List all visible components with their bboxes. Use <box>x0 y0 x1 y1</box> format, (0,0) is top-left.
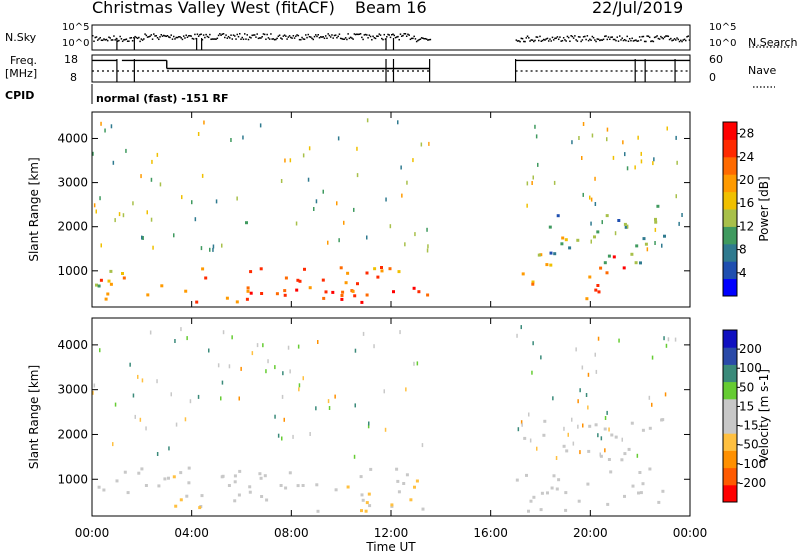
power-colorbar-tick-label: 12 <box>739 219 754 233</box>
xtick-label: 00:00 <box>75 526 110 540</box>
nsky-tick-bottom: 10^0 <box>62 38 90 49</box>
power-colorbar-tick-label: 8 <box>739 243 747 257</box>
power-colorbar-frame <box>722 121 738 297</box>
velocity-ytick-label: 2000 <box>57 427 88 441</box>
velocity-colorbar-tick-label: -100 <box>739 457 766 471</box>
power-ytick-label: 4000 <box>57 131 88 145</box>
power-colorbar-tick-label: 28 <box>739 127 754 141</box>
x-axis-label: Time UT <box>365 540 416 554</box>
velocity-colorbar-tick-label: 100 <box>739 361 762 375</box>
cpid-label: CPID <box>5 89 35 102</box>
velocity-panel-frame <box>91 317 691 517</box>
freq-tick-bottom: 8 <box>70 71 77 84</box>
power-panel-frame <box>91 111 691 308</box>
power-data-gap <box>429 113 516 306</box>
noise-panel-frame <box>91 24 691 51</box>
xtick-label: 08:00 <box>274 526 309 540</box>
power-colorbar <box>723 122 737 297</box>
velocity-ytick-label: 3000 <box>57 383 88 397</box>
nave-tick-bottom: 0 <box>709 71 716 84</box>
xtick-label: 00:00 <box>673 526 708 540</box>
beam-title: Beam 16 <box>355 0 427 17</box>
velocity-colorbar-tick-label: -15 <box>739 419 759 433</box>
cpid-text: normal (fast) -151 RF <box>96 92 229 105</box>
freq-tick-top: 18 <box>64 53 78 66</box>
station-title: Christmas Valley West (fitACF) <box>92 0 335 17</box>
nave-label: Nave <box>748 64 777 77</box>
frequency-trace <box>92 59 690 70</box>
velocity-colorbar-label: Velocity [m s-1] <box>757 369 771 463</box>
power-colorbar-tick-label: 4 <box>739 266 747 280</box>
nsky-label: N.Sky <box>5 31 37 44</box>
nave-tick-top: 60 <box>709 53 723 66</box>
velocity-ytick-label: 1000 <box>57 472 88 486</box>
power-colorbar-label: Power [dB] <box>757 176 771 241</box>
velocity-colorbar-tick-label: -50 <box>739 438 759 452</box>
velocity-ytick-label: 4000 <box>57 338 88 352</box>
date-title: 22/Jul/2019 <box>592 0 684 17</box>
freq-unit-label: [MHz] <box>5 67 38 80</box>
power-colorbar-tick-label: 24 <box>739 150 754 164</box>
xtick-label: 04:00 <box>174 526 209 540</box>
velocity-colorbar <box>723 330 737 503</box>
freq-panel-frame <box>91 54 691 83</box>
velocity-colorbar-tick-label: 15 <box>739 399 754 413</box>
nsearch-tick-bottom: 10^0 <box>709 38 737 49</box>
xtick-label: 12:00 <box>374 526 409 540</box>
power-colorbar-tick-label: 20 <box>739 173 754 187</box>
power-ytick-label: 3000 <box>57 176 88 190</box>
noise-trace <box>92 33 691 43</box>
velocity-colorbar-tick-label: 200 <box>739 342 762 356</box>
nsearch-tick-top: 10^5 <box>709 22 737 33</box>
xtick-label: 16:00 <box>473 526 508 540</box>
velocity-echoes <box>92 325 677 513</box>
power-ylabel: Slant Range [km] <box>27 157 41 261</box>
power-ytick-label: 1000 <box>57 264 88 278</box>
velocity-colorbar-tick-label: -200 <box>739 476 766 490</box>
velocity-data-gap <box>429 319 516 515</box>
nsearch-label: N.Search <box>748 36 798 49</box>
xtick-label: 20:00 <box>573 526 608 540</box>
power-colorbar-tick-label: 16 <box>739 196 754 210</box>
power-ytick-label: 2000 <box>57 220 88 234</box>
freq-label: Freq. <box>10 54 38 67</box>
power-echoes <box>92 118 683 304</box>
velocity-ylabel: Slant Range [km] <box>27 365 41 469</box>
velocity-colorbar-frame <box>722 329 738 503</box>
nsky-tick-top: 10^5 <box>62 22 90 33</box>
velocity-colorbar-tick-label: 50 <box>739 380 754 394</box>
